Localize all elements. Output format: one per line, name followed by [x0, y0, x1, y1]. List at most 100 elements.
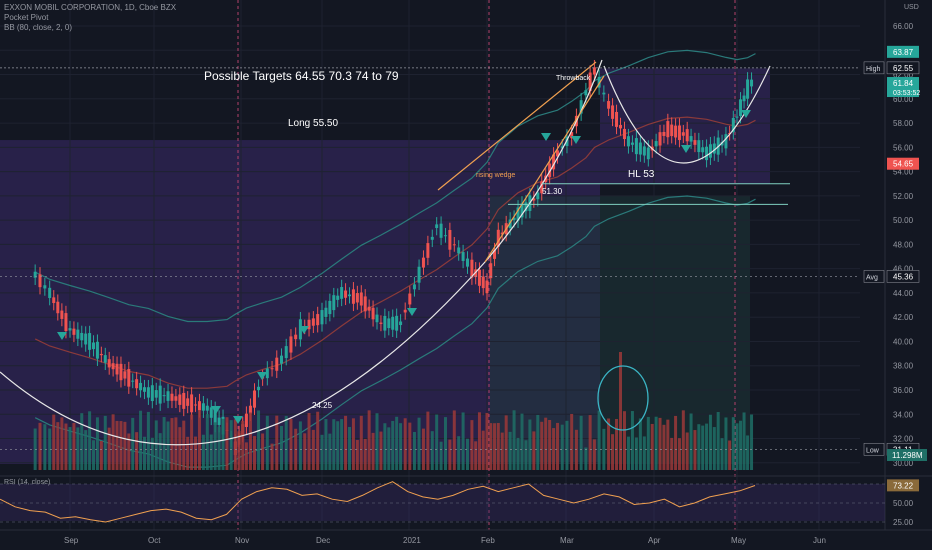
volume-bar [80, 413, 84, 470]
candle-body [540, 181, 544, 194]
candle-body [705, 146, 709, 161]
volume-bar [328, 433, 332, 470]
volume-bar [642, 436, 646, 470]
candle-body [142, 387, 146, 392]
candle-body [64, 313, 68, 332]
volume-bar [261, 433, 265, 470]
volume-bar [579, 415, 583, 470]
price-tag-high: 62.55 [893, 64, 914, 73]
candle-body [103, 355, 107, 363]
volume-bar [351, 418, 355, 470]
candle-body [481, 276, 485, 289]
candle-body [560, 146, 564, 149]
volume-bar [677, 438, 681, 470]
pocket-pivot-marker [541, 133, 551, 141]
candle-body [123, 371, 127, 379]
legend-pocket-pivot[interactable]: Pocket Pivot [4, 13, 49, 22]
candle-body [485, 280, 489, 294]
volume-bar [548, 420, 552, 470]
candle-body [611, 105, 615, 119]
volume-bar [565, 420, 569, 470]
volume-circle [597, 365, 649, 431]
volume-bar [253, 436, 256, 470]
volume-bar [611, 434, 615, 470]
volume-bar [493, 423, 497, 470]
candle-body [443, 235, 447, 237]
volume-bar [720, 438, 724, 470]
throwback-annotation: Throwback [556, 75, 591, 82]
level-tag-bg [863, 61, 885, 75]
candle-body [158, 385, 162, 404]
volume-bar [500, 432, 504, 470]
candle-body [363, 296, 367, 312]
volume-bar [84, 430, 88, 470]
volume-bar [588, 415, 592, 470]
candle-body [190, 394, 194, 413]
level-tag-label: High [866, 66, 881, 73]
volume-bar [474, 441, 478, 470]
candle-body [33, 271, 37, 278]
volume-bar [457, 436, 461, 470]
volume-bar [528, 419, 532, 470]
volume-bar [64, 423, 68, 470]
rsi-tick-label: 50.00 [893, 499, 914, 508]
volume-bar [417, 417, 421, 470]
candle-body [735, 116, 739, 118]
volume-bar [48, 428, 52, 470]
volume-bar [461, 412, 465, 470]
volume-bar [244, 442, 248, 470]
candle-body [80, 332, 84, 341]
y-tick-label: 36.00 [893, 386, 914, 395]
legend-bb[interactable]: BB (80, close, 2, 0) [4, 23, 73, 32]
y-tick-label: 42.00 [893, 313, 914, 322]
x-tick-label: Feb [481, 536, 495, 545]
y-tick-label: 56.00 [893, 143, 914, 152]
candle-body [597, 76, 601, 88]
volume-bar [201, 434, 205, 470]
candle-body [391, 316, 395, 330]
volume-bar [344, 415, 348, 470]
volume-bar [170, 418, 174, 470]
candle-body [430, 236, 434, 240]
candle-body [552, 154, 556, 170]
volume-bar [127, 433, 131, 470]
candle-body [280, 355, 283, 364]
volume-bar [560, 424, 564, 470]
candle-body [383, 315, 387, 331]
volume-bar [103, 415, 107, 470]
candle-body [548, 163, 552, 178]
volume-bar [574, 429, 578, 470]
y-tick-label: 44.00 [893, 289, 914, 298]
volume-bar [213, 422, 217, 470]
candle-body [162, 395, 166, 397]
price-tag-avg-bg [886, 270, 920, 283]
candle-body [316, 314, 320, 326]
volume-bars [33, 352, 754, 470]
volume-bar [658, 417, 662, 470]
candle-body [670, 124, 674, 137]
legend-symbol[interactable]: EXXON MOBIL CORPORATION, 1D, Cboe BZX [4, 3, 177, 12]
volume-bar [217, 426, 221, 470]
candle-body [248, 405, 252, 414]
rsi-value-tag: 73.22 [893, 481, 914, 490]
volume-bar [634, 437, 638, 470]
candle-body [634, 138, 638, 155]
candle-body [178, 394, 182, 405]
volume-bar [622, 411, 626, 470]
candle-body [739, 99, 743, 117]
candle-body [579, 100, 583, 114]
candle-body [681, 132, 685, 136]
volume-bar [619, 352, 623, 470]
candle-body [205, 405, 209, 411]
volume-bar [139, 410, 143, 470]
level-tag-label: Avg [866, 274, 878, 281]
candle-body [642, 146, 646, 156]
candle-body [182, 392, 186, 409]
price-tag-current-bg [887, 77, 919, 98]
candle-body [697, 140, 701, 153]
candle-body [197, 401, 201, 411]
volume-bar [670, 437, 674, 470]
volume-bar [391, 420, 395, 470]
volume-bar [489, 423, 493, 470]
